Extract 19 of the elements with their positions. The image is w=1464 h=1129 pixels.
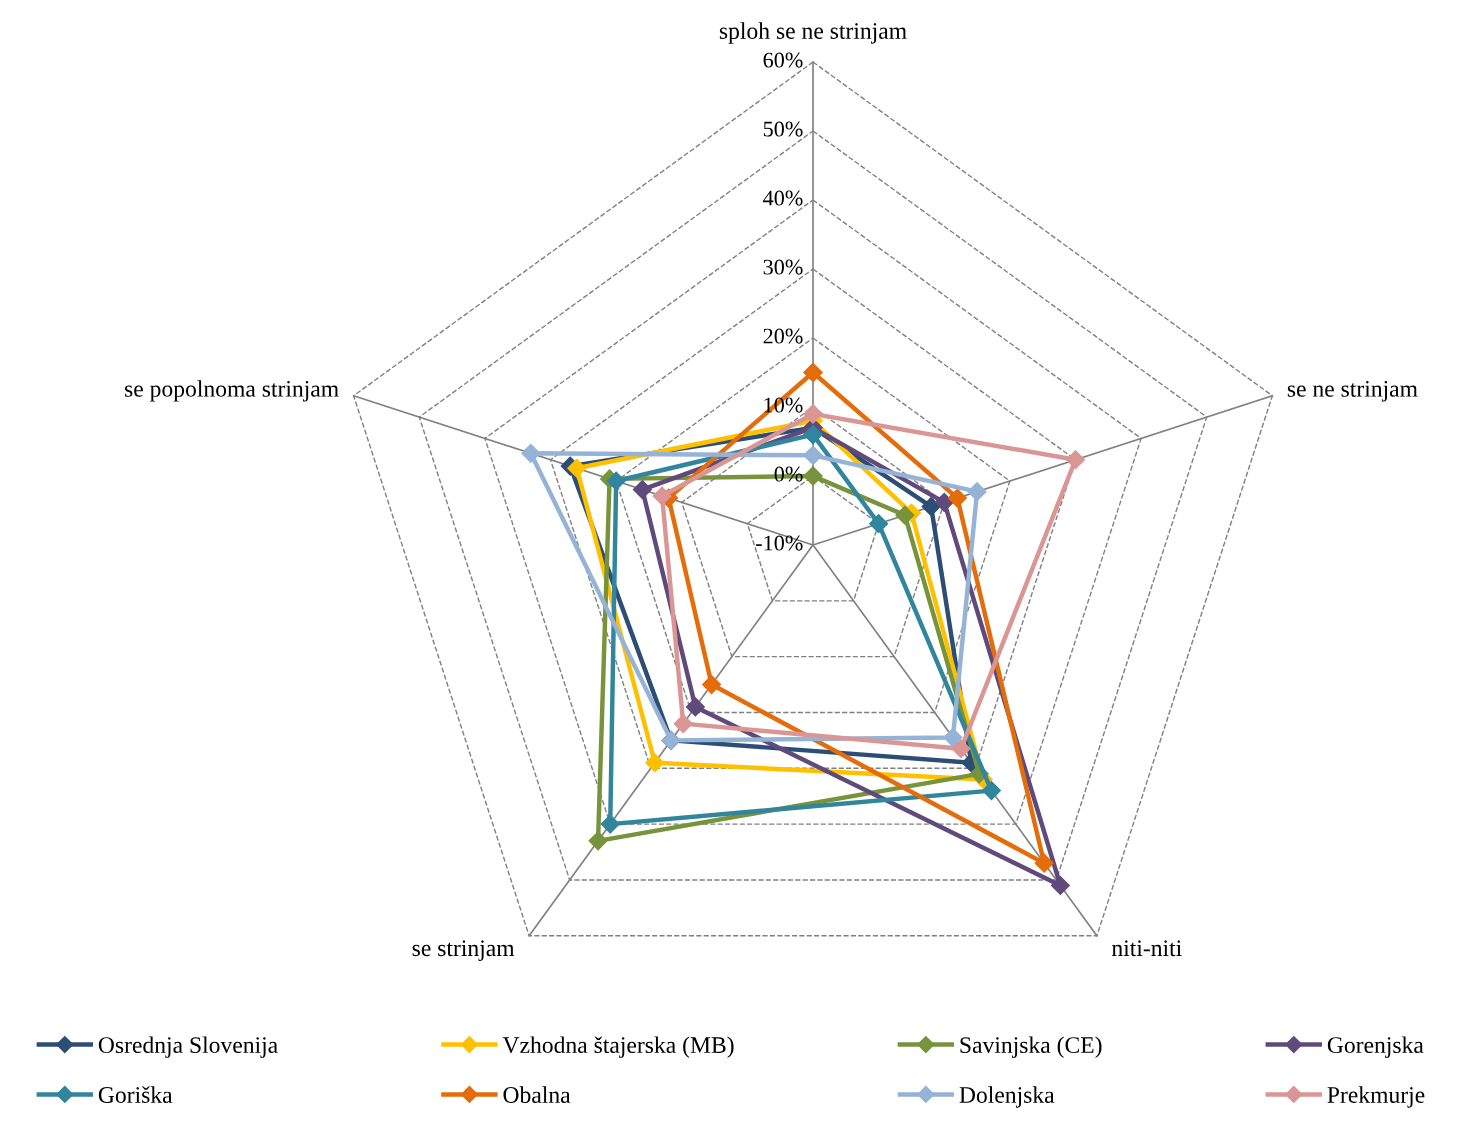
y-tick-label: 20% bbox=[763, 328, 803, 344]
y-tick-label: 30% bbox=[763, 259, 803, 275]
spoke-label: sploh se ne strinjam bbox=[719, 22, 907, 44]
spoke-label: niti-niti bbox=[1111, 940, 1182, 957]
spoke-label: se strinjam bbox=[412, 940, 515, 961]
spoke-label: se ne strinjam bbox=[1287, 380, 1418, 402]
y-tick-label: 40% bbox=[763, 190, 803, 206]
legend-label: Savinjska (CE) bbox=[960, 1036, 1102, 1058]
legend-label: Prekmurje bbox=[1327, 1086, 1425, 1108]
legend-label: Osrednja Slovenija bbox=[98, 1036, 278, 1058]
legend-label: Goriška bbox=[98, 1086, 173, 1103]
y-tick-label: 60% bbox=[763, 52, 803, 68]
y-tick-label: 50% bbox=[763, 121, 803, 137]
legend-label: Gorenjska bbox=[1327, 1036, 1424, 1058]
legend-label: Dolenjska bbox=[959, 1086, 1055, 1108]
y-tick-label: -10% bbox=[756, 535, 803, 551]
legend-label: Vzhodna štajerska (MB) bbox=[502, 1036, 734, 1058]
legend-label: Obalna bbox=[503, 1086, 571, 1103]
spoke-label: se popolnoma strinjam bbox=[125, 380, 339, 402]
